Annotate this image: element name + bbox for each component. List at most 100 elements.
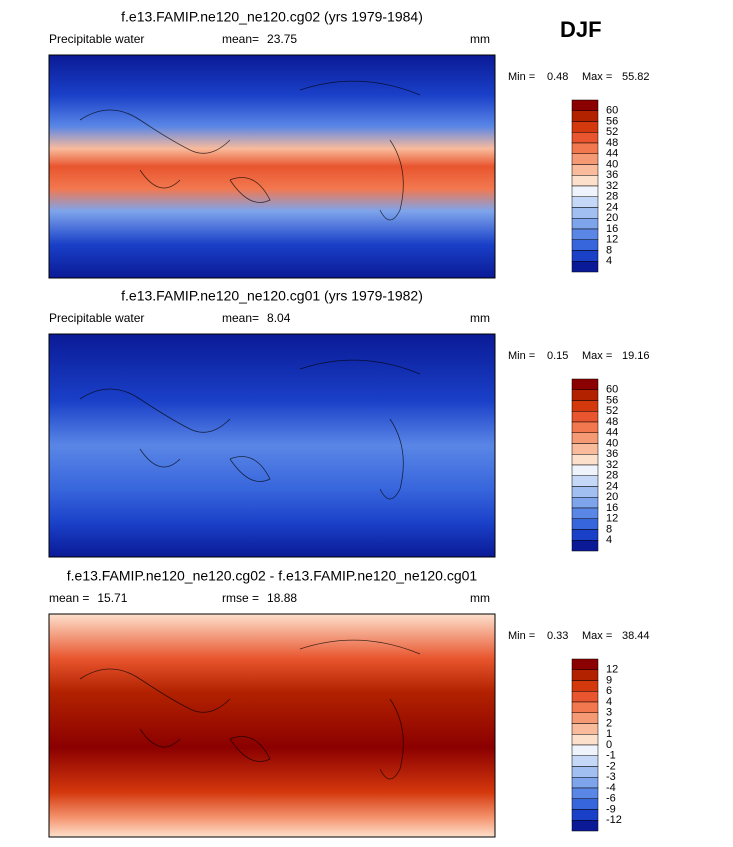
colorbar-level: 1 [606, 728, 612, 740]
colorbar-level: 16 [606, 502, 618, 514]
color-swatch [571, 421, 599, 433]
colorbar-level: 32 [606, 459, 618, 471]
colorbar-level: 52 [606, 405, 618, 417]
panel-title: f.e13.FAMIP.ne120_ne120.cg01 (yrs 1979-1… [121, 288, 423, 304]
color-swatch [571, 518, 599, 530]
stat-value: 18.88 [267, 591, 297, 605]
color-swatch [571, 712, 599, 724]
stat-value: 8.04 [267, 311, 291, 325]
color-swatch [571, 196, 599, 208]
color-swatch [571, 464, 599, 476]
min-value: 0.15 [547, 350, 568, 362]
colorbar-level: 8 [606, 244, 612, 256]
map-field [48, 613, 496, 838]
colorbar-level: 24 [606, 480, 618, 492]
coastline [79, 359, 421, 500]
colorbar-level: 28 [606, 470, 618, 482]
colorbar-level: 56 [606, 115, 618, 127]
min-label: Min = [508, 350, 535, 362]
colorbar-level: 9 [606, 674, 612, 686]
color-swatch [571, 669, 599, 681]
colorbar-level: 4 [606, 534, 612, 546]
color-swatch [571, 218, 599, 230]
variable-name: Precipitable water [49, 311, 144, 325]
color-swatch [571, 777, 599, 789]
color-swatch [571, 755, 599, 767]
colorbar-level: 32 [606, 180, 618, 192]
color-swatch [571, 691, 599, 703]
color-swatch [571, 680, 599, 692]
colorbar-level: -12 [606, 814, 622, 826]
colorbar-level: 60 [606, 384, 618, 396]
colorbar-level: -2 [606, 760, 616, 772]
season-label: DJF [560, 17, 602, 42]
colorbar-level: -3 [606, 771, 616, 783]
units: mm [470, 32, 490, 46]
color-swatch [571, 454, 599, 466]
colorbar-level: 6 [606, 685, 612, 697]
colorbar-level: 4 [606, 696, 612, 708]
panel-title: f.e13.FAMIP.ne120_ne120.cg02 (yrs 1979-1… [121, 9, 423, 25]
colorbar-level: 56 [606, 394, 618, 406]
colorbar-level: 3 [606, 707, 612, 719]
color-swatch [571, 132, 599, 144]
color-swatch [571, 723, 599, 735]
color-swatch [571, 142, 599, 154]
color-swatch [571, 497, 599, 509]
color-swatch [571, 185, 599, 197]
color-swatch [571, 701, 599, 713]
stat-value: 15.71 [97, 591, 127, 605]
stat-label: rmse = [222, 591, 259, 605]
colorbar-level: 12 [606, 664, 618, 676]
stat-value: 23.75 [267, 32, 297, 46]
color-swatch [571, 175, 599, 187]
color-swatch [571, 250, 599, 262]
color-swatch [571, 529, 599, 541]
color-swatch [571, 99, 599, 111]
color-swatch [571, 540, 599, 552]
color-swatch [571, 389, 599, 401]
colorbar-level: 12 [606, 513, 618, 525]
colorbar-level: 20 [606, 212, 618, 224]
color-swatch [571, 411, 599, 423]
color-swatch [571, 798, 599, 810]
colorbar-level: 44 [606, 148, 618, 160]
color-swatch [571, 239, 599, 251]
color-swatch [571, 378, 599, 390]
colorbar-level: 8 [606, 523, 612, 535]
colorbar-level: 36 [606, 448, 618, 460]
stat-label: mean= [222, 32, 259, 46]
colorbar-level: -1 [606, 750, 616, 762]
colorbar-level: 24 [606, 201, 618, 213]
colorbar-level: 48 [606, 416, 618, 428]
units: mm [470, 591, 490, 605]
color-swatch [571, 110, 599, 122]
color-swatch [571, 475, 599, 487]
color-swatch [571, 766, 599, 778]
color-swatch [571, 787, 599, 799]
coastline [79, 639, 421, 780]
color-swatch [571, 734, 599, 746]
panel: f.e13.FAMIP.ne120_ne120.cg01 (yrs 1979-1… [48, 288, 650, 558]
coastline [79, 80, 421, 221]
color-swatch [571, 164, 599, 176]
min-value: 0.48 [547, 71, 568, 83]
variable-name: Precipitable water [49, 32, 144, 46]
min-label: Min = [508, 71, 535, 83]
colorbar-level: 40 [606, 437, 618, 449]
color-swatch [571, 809, 599, 821]
color-swatch [571, 507, 599, 519]
colorbar-level: 44 [606, 427, 618, 439]
color-swatch [571, 820, 599, 832]
color-swatch [571, 261, 599, 273]
stat-label: mean= [222, 311, 259, 325]
units: mm [470, 311, 490, 325]
color-swatch [571, 121, 599, 133]
colorbar-level: -9 [606, 803, 616, 815]
colorbar-level: 48 [606, 137, 618, 149]
color-swatch [571, 744, 599, 756]
max-label: Max = [582, 350, 612, 362]
max-value: 19.16 [622, 350, 650, 362]
min-label: Min = [508, 630, 535, 642]
